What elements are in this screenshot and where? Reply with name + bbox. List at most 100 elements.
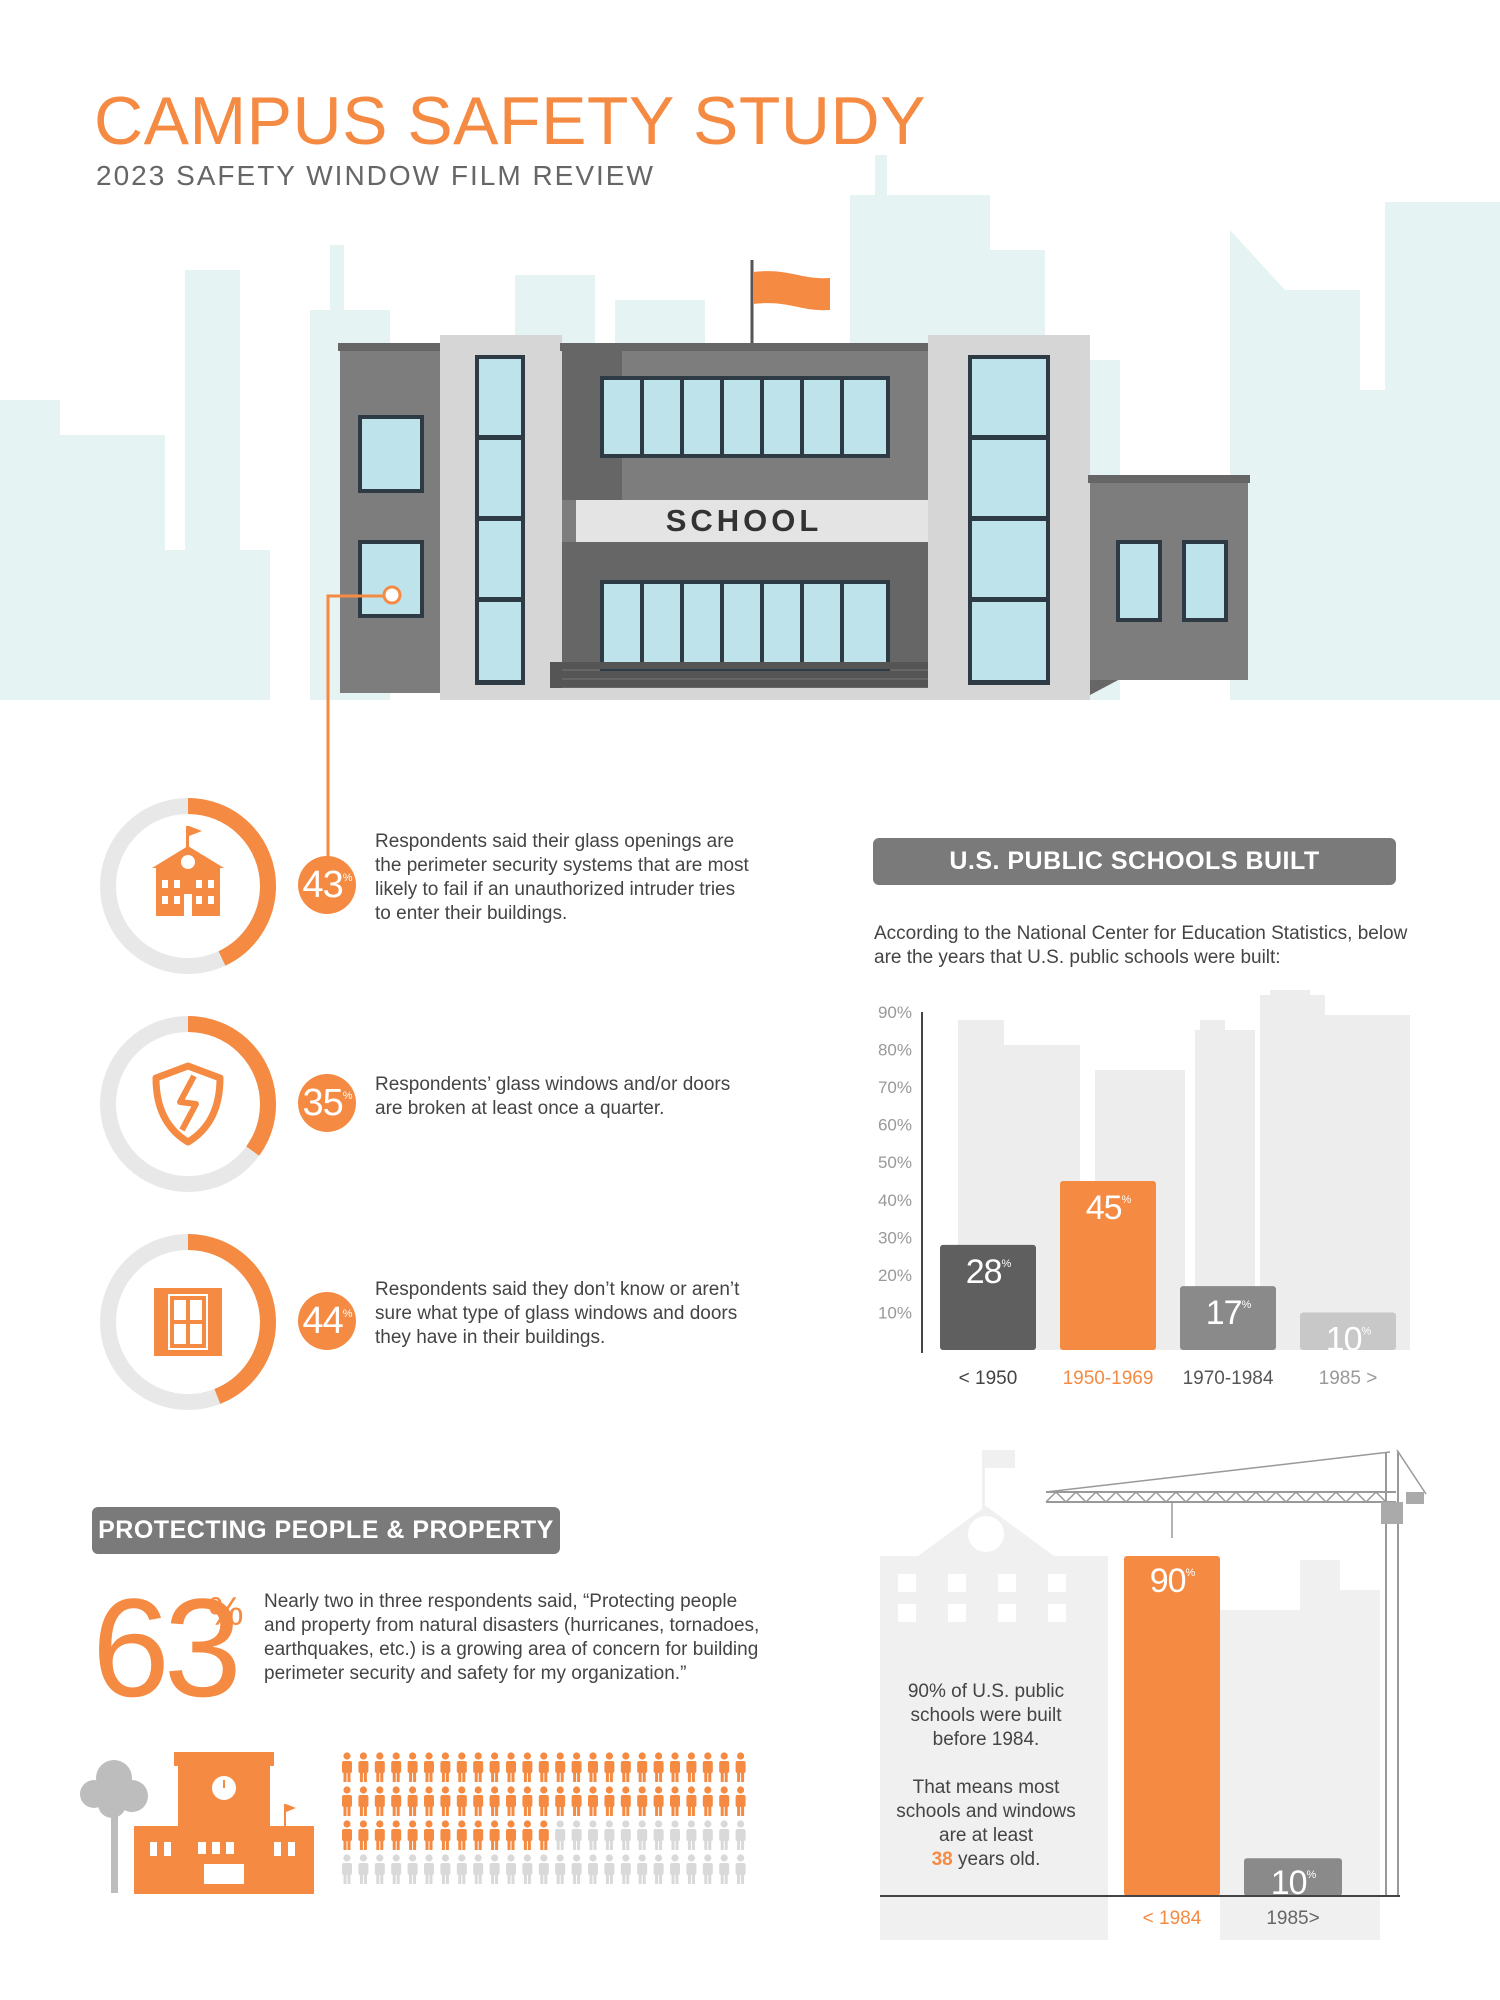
school-icon xyxy=(152,826,224,916)
person-icon xyxy=(604,1786,615,1816)
person-icon xyxy=(653,1854,664,1884)
person-icon xyxy=(440,1752,451,1782)
person-icon xyxy=(571,1820,582,1850)
stat-ring xyxy=(100,1234,276,1410)
person-icon xyxy=(735,1820,746,1850)
person-icon xyxy=(391,1752,402,1782)
school-building-icon xyxy=(134,1752,314,1894)
person-icon xyxy=(702,1752,713,1782)
person-icon xyxy=(588,1752,598,1782)
person-icon xyxy=(670,1752,680,1782)
person-icon xyxy=(735,1786,746,1816)
person-icon xyxy=(653,1752,664,1782)
person-icon xyxy=(686,1820,697,1850)
x-category-label: 1950-1969 xyxy=(1063,1368,1154,1389)
age-line-1: 90% of U.S. public schools were built be… xyxy=(907,1681,1065,1750)
person-icon xyxy=(506,1786,516,1816)
page-title: CAMPUS SAFETY STUDY xyxy=(94,83,926,159)
people-grid xyxy=(342,1752,746,1884)
stat-ring xyxy=(100,798,276,974)
person-icon xyxy=(407,1854,418,1884)
person-icon xyxy=(555,1786,566,1816)
school-illustration: SCHOOL xyxy=(0,155,1500,700)
person-icon xyxy=(719,1786,730,1816)
person-icon xyxy=(522,1854,533,1884)
person-icon xyxy=(735,1752,746,1782)
y-tick-label: 70% xyxy=(878,1078,912,1097)
person-icon xyxy=(358,1786,369,1816)
person-icon xyxy=(702,1786,713,1816)
person-icon xyxy=(506,1752,516,1782)
person-icon xyxy=(391,1786,402,1816)
person-icon xyxy=(358,1820,369,1850)
person-icon xyxy=(473,1752,484,1782)
person-icon xyxy=(588,1820,598,1850)
person-icon xyxy=(637,1752,648,1782)
bar xyxy=(1124,1556,1220,1896)
y-tick-label: 40% xyxy=(878,1191,912,1210)
y-tick-label: 10% xyxy=(878,1303,912,1322)
person-icon xyxy=(571,1854,582,1884)
person-icon xyxy=(407,1786,418,1816)
person-icon xyxy=(538,1752,549,1782)
bar xyxy=(940,1244,1036,1350)
person-icon xyxy=(374,1820,385,1850)
person-icon xyxy=(686,1786,697,1816)
person-icon xyxy=(735,1854,746,1884)
age-line-2: That means most schools and windows are … xyxy=(896,1777,1076,1846)
person-icon xyxy=(522,1752,533,1782)
person-icon xyxy=(342,1752,352,1782)
person-icon xyxy=(588,1786,598,1816)
window-icon xyxy=(154,1288,222,1356)
chart-intro: According to the National Center for Edu… xyxy=(874,923,1408,968)
y-tick-label: 50% xyxy=(878,1153,912,1172)
school-age-chart: 90%10% < 1984 1985> xyxy=(880,1449,1427,1940)
person-icon xyxy=(456,1752,467,1782)
person-icon xyxy=(719,1752,730,1782)
section-heading: PROTECTING PEOPLE & PROPERTY xyxy=(92,1507,560,1554)
person-icon xyxy=(620,1820,631,1850)
survey-quote: Nearly two in three respondents said, “P… xyxy=(264,1591,760,1684)
person-icon xyxy=(637,1820,648,1850)
person-icon xyxy=(522,1820,533,1850)
person-icon xyxy=(571,1752,582,1782)
person-icon xyxy=(555,1854,566,1884)
big-stat-value: 63 xyxy=(92,1569,242,1726)
person-icon xyxy=(440,1820,451,1850)
x-category-label: 1970-1984 xyxy=(1183,1368,1274,1389)
storm-school-illustration xyxy=(80,1752,314,1894)
stat-ring xyxy=(100,1016,276,1192)
person-icon xyxy=(374,1854,385,1884)
person-icon xyxy=(620,1786,631,1816)
bar xyxy=(1180,1286,1276,1350)
person-icon xyxy=(440,1854,451,1884)
person-icon xyxy=(719,1820,730,1850)
big-stat-percent-sign: % xyxy=(208,1590,244,1634)
person-icon xyxy=(374,1786,385,1816)
person-icon xyxy=(424,1752,434,1782)
person-icon xyxy=(653,1820,664,1850)
flag-icon xyxy=(753,271,830,311)
stat-value: 44 xyxy=(302,1299,343,1342)
person-icon xyxy=(489,1854,500,1884)
x-category-label: < 1950 xyxy=(959,1368,1018,1389)
person-icon xyxy=(686,1752,697,1782)
person-icon xyxy=(604,1820,615,1850)
person-icon xyxy=(555,1820,566,1850)
schools-built-chart: 10%20%30%40%50%60%70%80%90% 28%45%17%10%… xyxy=(878,990,1410,1389)
person-icon xyxy=(620,1854,631,1884)
person-icon xyxy=(538,1854,549,1884)
person-icon xyxy=(506,1820,516,1850)
person-icon xyxy=(604,1752,615,1782)
page-subtitle: 2023 SAFETY WINDOW FILM REVIEW xyxy=(96,160,655,191)
person-icon xyxy=(456,1820,467,1850)
person-icon xyxy=(702,1820,713,1850)
person-icon xyxy=(686,1854,697,1884)
percent-sign: % xyxy=(342,1308,353,1320)
person-icon xyxy=(670,1820,680,1850)
person-icon xyxy=(374,1752,385,1782)
person-icon xyxy=(407,1820,418,1850)
person-icon xyxy=(571,1786,582,1816)
person-icon xyxy=(473,1820,484,1850)
person-icon xyxy=(391,1820,402,1850)
